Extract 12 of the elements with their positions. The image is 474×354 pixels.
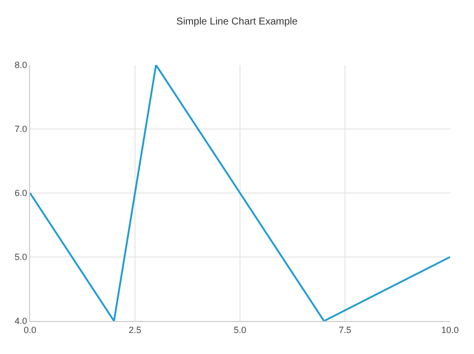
- x-tick-label: 5.0: [234, 324, 246, 335]
- chart-title: Simple Line Chart Example: [176, 16, 298, 28]
- y-tick-label: 5.0: [14, 252, 28, 262]
- y-tick-label: 4.0: [14, 316, 28, 326]
- y-tick-label: 7.0: [14, 124, 28, 134]
- line-series: [30, 65, 450, 321]
- x-tick-label: 10.0: [441, 324, 459, 335]
- y-tick-label: 8.0: [14, 60, 28, 70]
- y-tick-label: 6.0: [14, 188, 28, 198]
- x-tick-label: 2.5: [128, 324, 142, 335]
- x-tick-label: 7.5: [338, 324, 352, 335]
- x-tick-label: 0.0: [24, 324, 36, 335]
